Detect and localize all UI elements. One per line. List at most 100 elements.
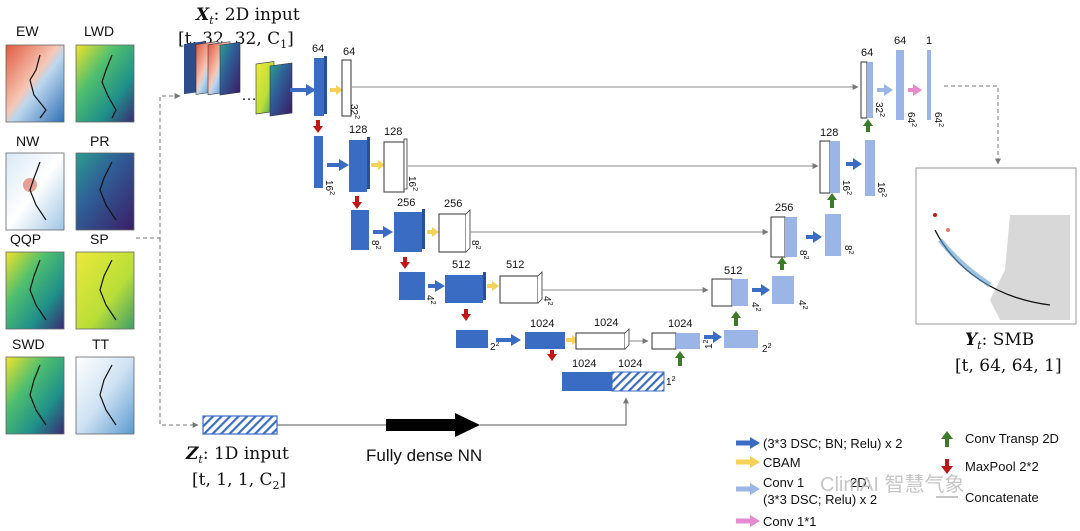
dec1-block (896, 50, 904, 120)
legend-conv1-mid: 2D; (850, 475, 870, 490)
dec3-ch: 256 (775, 202, 793, 214)
dec2-size-b: 162 (875, 182, 887, 197)
dec3-concat-white (770, 216, 786, 258)
decoder: 1024 12 22 512 42 42 256 82 82 128 16 (651, 35, 1001, 366)
dec5-ch: 1024 (668, 318, 692, 330)
enc5-ch: 1024 (530, 318, 554, 330)
legend-dsc2-label: (3*3 DSC; Relu) x 2 (763, 492, 877, 507)
legend-cbam-label: CBAM (763, 455, 801, 470)
map-ew (5, 44, 65, 123)
output-block (927, 50, 931, 120)
map-qqp (5, 251, 65, 330)
legend-concat: Concatenate (936, 490, 1039, 505)
legend-conv11-label: Conv 1*1 (763, 514, 816, 529)
enc2-size-b: 162 (406, 176, 418, 191)
enc1-block (314, 58, 324, 116)
input-2d-title: Xt: 2D input (195, 5, 300, 27)
enc3-size-b: 82 (469, 240, 481, 250)
enc3-size-a: 82 (369, 240, 381, 250)
var-label-sp: SP (90, 231, 109, 247)
input-1d: Zt: 1D input [t, 1, 1, C2] Fully dense N… (185, 397, 629, 492)
legend-conv1: Conv 1 2D; (3*3 DSC; Relu) x 2 (736, 475, 877, 507)
legend-dsc-label: (3*3 DSC; BN; Relu) x 2 (763, 436, 902, 451)
dec4-block (772, 276, 794, 304)
legend-concat-label: Concatenate (965, 490, 1039, 505)
connector-to-1d (159, 238, 199, 428)
enc4-ch: 512 (452, 259, 470, 271)
map-pr (75, 152, 135, 231)
enc4-cbam (499, 275, 539, 304)
enc5-size-a: 22 (490, 341, 500, 353)
enc1-cbam-ch: 64 (343, 46, 355, 58)
dec2-ch: 128 (820, 127, 838, 139)
dec4-ch: 512 (724, 265, 742, 277)
dec4-concat-white (711, 278, 733, 307)
legend-maxpool: MaxPool 2*2 (941, 459, 1039, 474)
output-shape: [t, 64, 64, 1] (955, 356, 1062, 376)
input-1d-title: Zt: 1D input (185, 444, 289, 466)
enc3-block (394, 212, 422, 252)
var-label-tt: TT (92, 336, 110, 352)
connector-to-output (944, 85, 1001, 165)
dec2-size: 162 (840, 180, 852, 195)
dec3-size: 82 (797, 250, 809, 260)
dec1-ch: 64 (861, 47, 873, 59)
legend-conv11: Conv 1*1 (736, 514, 816, 529)
enc3-pool (351, 210, 369, 250)
enc2-block (349, 140, 367, 192)
enc4-cbam-ch: 512 (506, 259, 524, 271)
legend-dsc: (3*3 DSC; BN; Relu) x 2 (736, 436, 902, 451)
legend-transp-label: Conv Transp 2D (965, 431, 1059, 446)
dec2-concat-white (819, 140, 831, 194)
dec5-size-b: 22 (762, 343, 772, 355)
enc4-size-b: 42 (541, 296, 553, 306)
output-title: Yt: SMB (965, 330, 1034, 352)
enc5-cbam (575, 332, 626, 350)
enc3-cbam (438, 213, 467, 253)
enc5-pool (456, 330, 488, 348)
enc5-block (525, 332, 565, 349)
dec1-ch-b: 64 (894, 35, 906, 47)
variable-maps: EW LWD NW PR QQP SP SWD TT (5, 23, 199, 435)
var-label-qqp: QQP (10, 231, 41, 247)
enc2-cbam-ch: 128 (384, 126, 402, 138)
enc3-ch: 256 (397, 197, 415, 209)
encoder: 64 64 322 162 128 128 162 82 256 (290, 43, 859, 392)
enc4-pool (399, 272, 425, 300)
input-2d-stack: … (184, 41, 293, 117)
legend-conv1-label: Conv 1 (763, 475, 804, 490)
bottleneck-ch-left: 1024 (572, 358, 596, 370)
dec5-concat-white (651, 332, 677, 350)
dec1-size-b: 642 (905, 112, 917, 127)
legend-maxpool-label: MaxPool 2*2 (965, 459, 1039, 474)
bottleneck-size: 12 (666, 376, 676, 388)
legend: (3*3 DSC; BN; Relu) x 2 CBAM Conv 1 2D; … (736, 431, 1059, 529)
bottleneck-left (562, 372, 612, 391)
bottleneck-ch-right: 1024 (618, 358, 642, 370)
legend-transp: Conv Transp 2D (941, 431, 1059, 447)
var-label-nw: NW (16, 133, 40, 149)
map-swd (5, 356, 65, 435)
dec4-size-b: 42 (796, 300, 808, 310)
dec5-block (724, 330, 758, 348)
map-sp (75, 251, 135, 330)
map-tt (75, 356, 135, 435)
enc1-ch: 64 (312, 43, 324, 55)
dec3-size-b: 82 (842, 245, 854, 255)
output-ch: 1 (926, 35, 932, 47)
enc1-cbam (341, 59, 352, 117)
var-label-swd: SWD (12, 336, 45, 352)
dec5-concat-light (676, 333, 700, 349)
enc2-cbam (383, 141, 405, 193)
dec4-concat-light (732, 279, 748, 306)
enc3-cbam-ch: 256 (444, 198, 462, 210)
dec3-block (825, 214, 841, 256)
map-nw (5, 152, 65, 231)
dec1-concat-white (860, 61, 868, 119)
map-lwd (75, 44, 135, 123)
enc5-cbam-ch: 1024 (594, 317, 618, 329)
dec2-block (865, 140, 875, 196)
output-map: Yt: SMB [t, 64, 64, 1] (915, 167, 1077, 376)
stack-ellipsis: … (241, 87, 257, 104)
